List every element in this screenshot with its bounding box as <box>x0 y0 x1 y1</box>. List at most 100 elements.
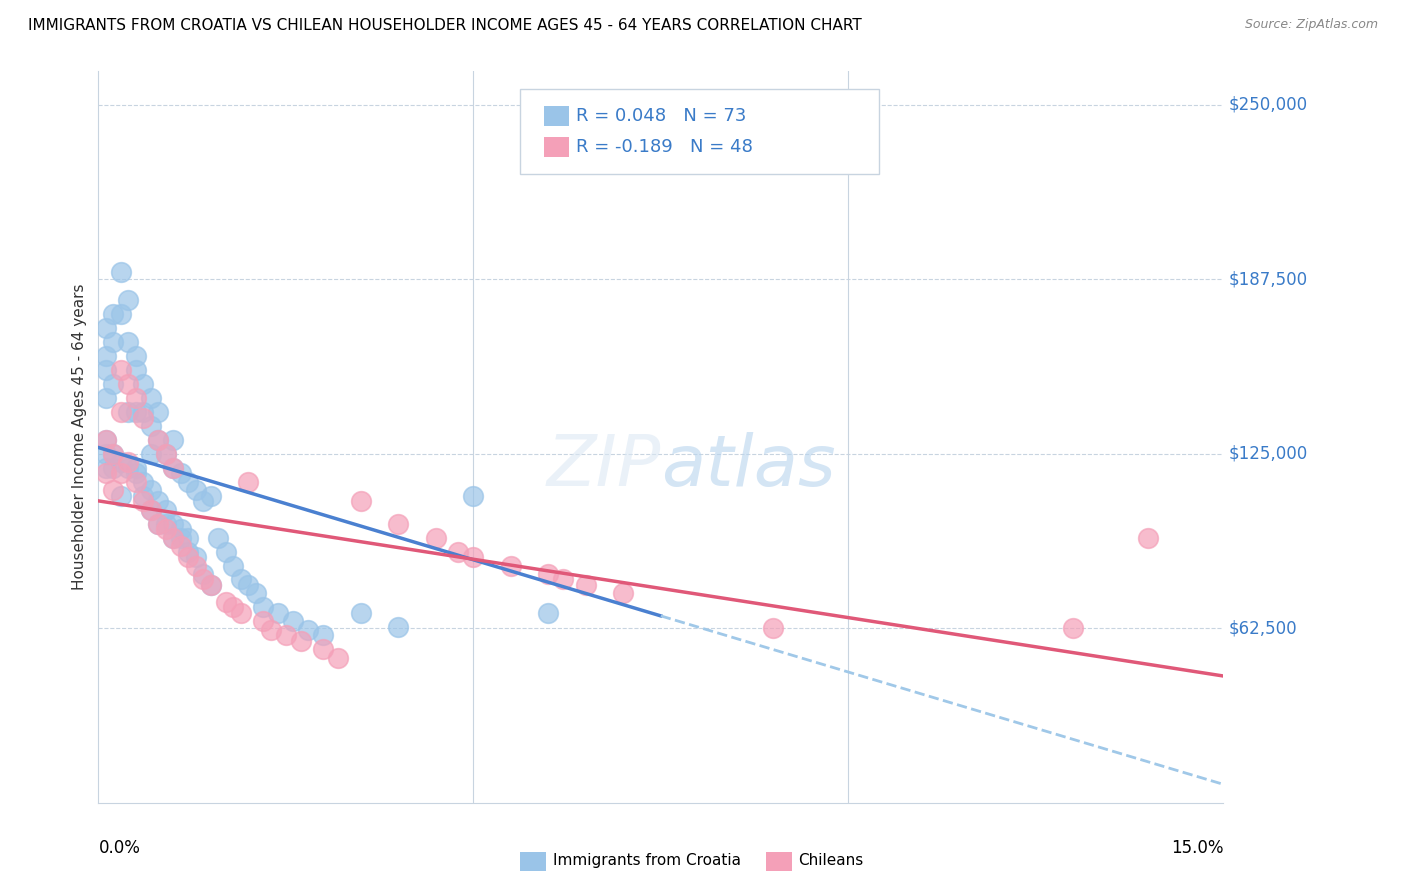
Point <box>184 483 207 497</box>
Point <box>499 558 522 573</box>
Point <box>132 377 155 392</box>
Point <box>193 566 215 581</box>
Point <box>94 321 117 335</box>
Point <box>155 502 177 516</box>
Point <box>215 544 238 558</box>
Point <box>229 606 252 620</box>
Point <box>650 153 672 168</box>
Text: 0.0%: 0.0% <box>98 839 141 857</box>
Point <box>155 447 177 461</box>
Point <box>297 623 319 637</box>
Point <box>117 377 139 392</box>
Text: Source: ZipAtlas.com: Source: ZipAtlas.com <box>1244 18 1378 31</box>
Point <box>162 460 184 475</box>
Point <box>612 586 634 600</box>
Point <box>132 489 155 503</box>
Point <box>117 335 139 350</box>
Point <box>170 539 193 553</box>
Point <box>200 578 222 592</box>
Point <box>200 489 222 503</box>
Point <box>110 489 132 503</box>
Point <box>103 335 125 350</box>
Text: $250,000: $250,000 <box>1229 95 1308 114</box>
Point <box>125 405 148 419</box>
Point <box>155 447 177 461</box>
Point <box>132 410 155 425</box>
Point <box>762 621 785 635</box>
Point <box>238 578 260 592</box>
Point <box>184 558 207 573</box>
Point <box>94 447 117 461</box>
Text: R = -0.189   N = 48: R = -0.189 N = 48 <box>576 138 754 156</box>
Point <box>350 494 373 508</box>
Point <box>94 391 117 405</box>
Point <box>132 475 155 489</box>
Point <box>148 516 170 531</box>
Point <box>125 363 148 377</box>
Point <box>139 418 162 433</box>
Point <box>110 455 132 469</box>
Point <box>274 628 297 642</box>
Text: R = 0.048   N = 73: R = 0.048 N = 73 <box>576 107 747 125</box>
Point <box>125 467 148 481</box>
Text: $187,500: $187,500 <box>1229 270 1308 288</box>
Point <box>290 633 312 648</box>
Text: 15.0%: 15.0% <box>1171 839 1223 857</box>
Point <box>575 578 598 592</box>
Point <box>125 349 148 363</box>
Point <box>162 531 184 545</box>
Point <box>94 433 117 447</box>
Point <box>148 433 170 447</box>
Text: $62,500: $62,500 <box>1229 619 1298 637</box>
Point <box>312 642 335 657</box>
Point <box>162 516 184 531</box>
Point <box>132 494 155 508</box>
Point <box>553 573 575 587</box>
Point <box>229 573 252 587</box>
Text: $125,000: $125,000 <box>1229 445 1308 463</box>
Point <box>463 489 485 503</box>
Point <box>125 460 148 475</box>
Point <box>110 405 132 419</box>
Point <box>177 550 200 565</box>
Point <box>94 349 117 363</box>
Point <box>447 544 470 558</box>
Point <box>94 467 117 481</box>
Point <box>117 405 139 419</box>
Point <box>94 460 117 475</box>
Point <box>117 455 139 469</box>
Point <box>215 595 238 609</box>
Point <box>193 573 215 587</box>
Point <box>1137 531 1160 545</box>
Point <box>1062 621 1084 635</box>
Point <box>125 475 148 489</box>
Point <box>184 550 207 565</box>
Point <box>193 494 215 508</box>
Point <box>252 615 274 629</box>
Point <box>207 531 229 545</box>
Point <box>252 600 274 615</box>
Point <box>537 566 560 581</box>
Point <box>222 558 245 573</box>
Point <box>103 447 125 461</box>
Point <box>350 606 373 620</box>
Point <box>139 391 162 405</box>
Point <box>148 494 170 508</box>
Point <box>110 307 132 321</box>
Point <box>177 475 200 489</box>
Point <box>312 628 335 642</box>
Point <box>162 460 184 475</box>
Point <box>245 586 267 600</box>
Point <box>139 502 162 516</box>
Point <box>200 578 222 592</box>
Point <box>162 433 184 447</box>
Y-axis label: Householder Income Ages 45 - 64 years: Householder Income Ages 45 - 64 years <box>72 284 87 591</box>
Point <box>260 623 283 637</box>
Point <box>387 620 409 634</box>
Point <box>110 363 132 377</box>
Point <box>94 363 117 377</box>
Point <box>103 460 125 475</box>
Point <box>117 460 139 475</box>
Point <box>125 391 148 405</box>
Point <box>103 447 125 461</box>
